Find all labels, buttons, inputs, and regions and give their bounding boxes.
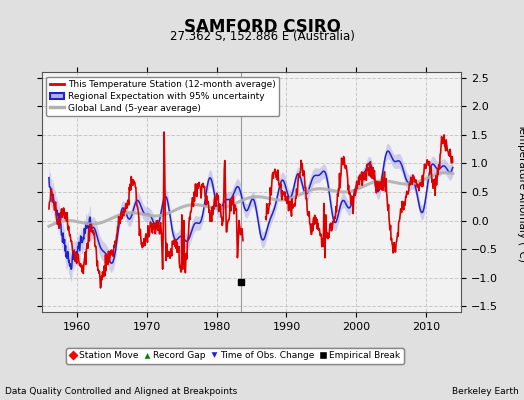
Y-axis label: Temperature Anomaly (°C): Temperature Anomaly (°C)	[517, 122, 524, 262]
Text: SAMFORD CSIRO: SAMFORD CSIRO	[183, 18, 341, 36]
Text: Berkeley Earth: Berkeley Earth	[452, 387, 519, 396]
Legend: Station Move, Record Gap, Time of Obs. Change, Empirical Break: Station Move, Record Gap, Time of Obs. C…	[66, 348, 404, 364]
Text: Data Quality Controlled and Aligned at Breakpoints: Data Quality Controlled and Aligned at B…	[5, 387, 237, 396]
Text: 27.362 S, 152.886 E (Australia): 27.362 S, 152.886 E (Australia)	[170, 30, 354, 43]
